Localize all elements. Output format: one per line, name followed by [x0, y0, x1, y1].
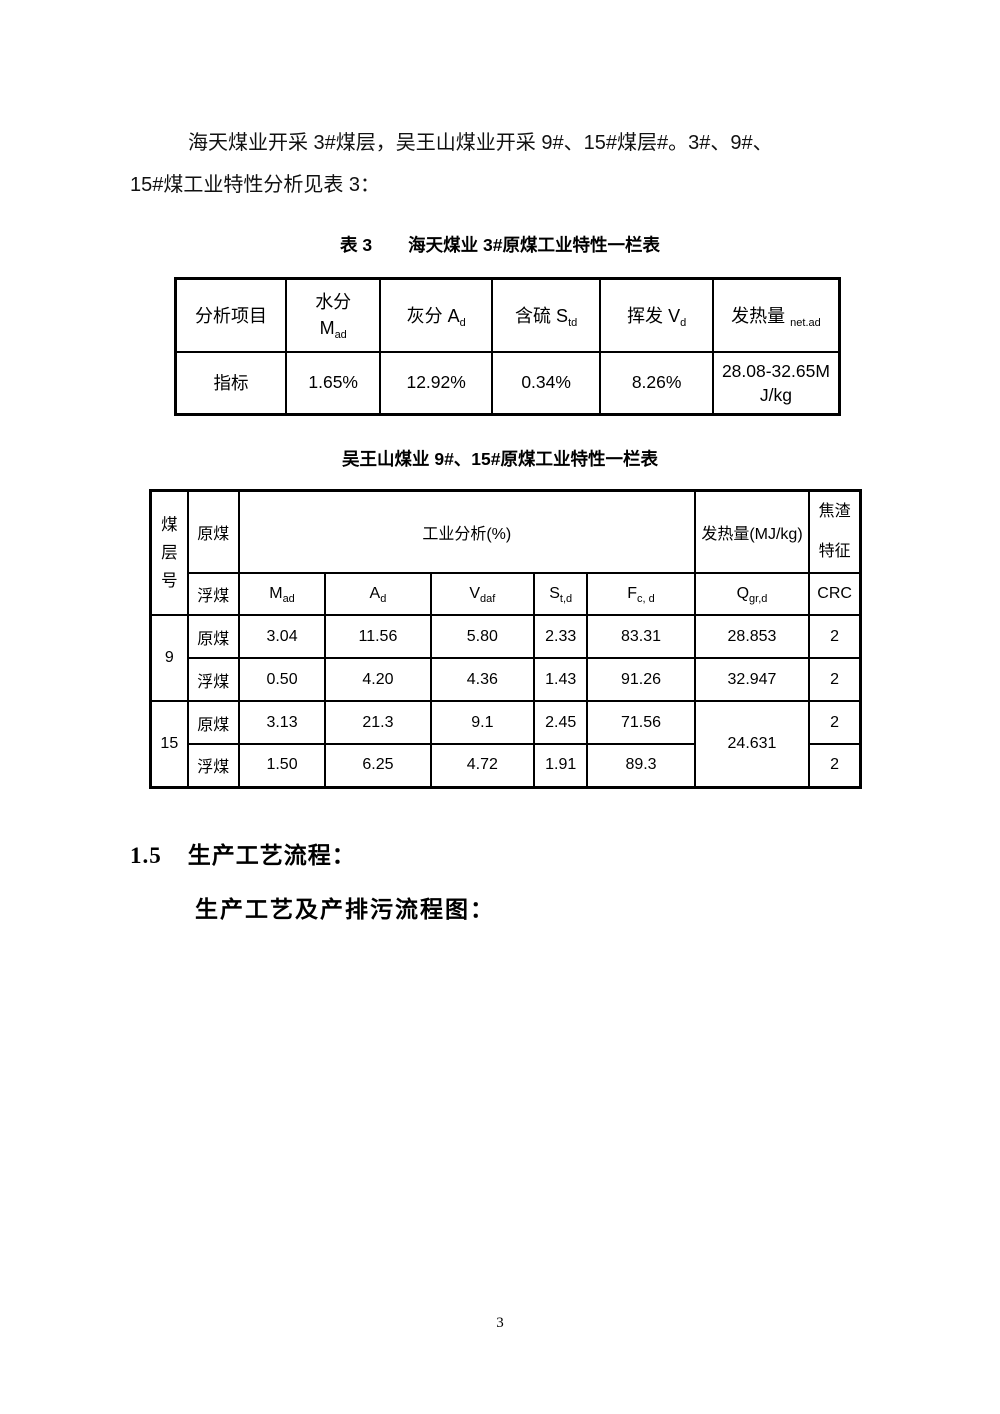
- table3-value-ash: 12.92%: [379, 350, 493, 416]
- table3-label: 表 3: [340, 235, 373, 255]
- table4-cell: 1.43: [533, 657, 589, 702]
- table4-cell: 91.26: [586, 657, 696, 702]
- table4-header-row-2: 浮煤 Mad Ad Vdaf St,d Fc, d Qgr,d CRC: [151, 572, 862, 616]
- table4-cell: 89.3: [586, 743, 696, 788]
- table4-header-analysis: 工业分析(%): [237, 489, 696, 574]
- table4-cell: 9.1: [429, 700, 536, 745]
- table4-col-crc: CRC: [808, 572, 862, 616]
- section-heading: 1.5 生产工艺流程：: [130, 841, 870, 871]
- table4-cell: 4.72: [429, 743, 536, 788]
- table4-cell: 1.91: [533, 743, 589, 788]
- table3-value-volatile: 8.26%: [599, 350, 714, 416]
- table4-type-cell: 原煤: [186, 614, 240, 659]
- table4-header-raw-coal: 原煤: [186, 489, 240, 574]
- table4-heat-cell-merged: 24.631: [693, 700, 811, 788]
- table4-seam-9: 9: [149, 614, 189, 702]
- table4-cell: 2.45: [533, 700, 589, 745]
- table3-data-row: 指标 1.65% 12.92% 0.34% 8.26% 28.08-32.65M…: [174, 350, 841, 416]
- table3-value-item: 指标: [174, 350, 287, 416]
- table4-col-fcd: Fc, d: [586, 572, 696, 616]
- table4-crc-cell: 2: [808, 743, 862, 788]
- table4-row-9-raw: 9 原煤 3.04 11.56 5.80 2.33 83.31 28.853 2: [149, 614, 862, 702]
- table4-corner-seam-no: 煤 层 号: [149, 489, 189, 616]
- table4-cell: 71.56: [586, 700, 696, 745]
- table3-col-volatile: 挥发 Vd: [599, 277, 714, 353]
- table4-cell: 11.56: [324, 614, 432, 659]
- table3-col-ash: 灰分 Ad: [379, 277, 493, 353]
- table4-seam-15: 15: [149, 700, 189, 788]
- table3-col-moisture: 水分 Mad: [284, 277, 382, 353]
- table4-header-heat: 发热量(MJ/kg): [693, 489, 811, 574]
- table4-heat-cell: 28.853: [693, 614, 811, 659]
- table4-col-ad: Ad: [324, 572, 432, 616]
- table4-cell: 83.31: [586, 614, 696, 659]
- table4-col-mad: Mad: [237, 572, 327, 616]
- table3-header-row: 分析项目 水分 Mad 灰分 Ad 含硫 Std 挥发 Vd 发热量 net.ad: [174, 277, 841, 353]
- table3: 分析项目 水分 Mad 灰分 Ad 含硫 Std 挥发 Vd 发热量 net.ad 指…: [174, 277, 841, 416]
- table4-type-cell: 原煤: [186, 700, 240, 745]
- table3-col-heat: 发热量 net.ad: [711, 277, 841, 353]
- table4-cell: 4.20: [324, 657, 432, 702]
- table4-cell: 3.13: [237, 700, 327, 745]
- table3-title: 表 3 海天煤业 3#原煤工业特性一栏表: [130, 232, 870, 257]
- table3-value-moisture: 1.65%: [284, 350, 382, 416]
- table4-col-vdaf: Vdaf: [429, 572, 536, 616]
- table3-value-heat: 28.08-32.65MJ/kg: [711, 350, 841, 416]
- table3-value-sulfur: 0.34%: [490, 350, 602, 416]
- table4-col-qgrd: Qgr,d: [693, 572, 811, 616]
- table4-title: 吴王山煤业 9#、15#原煤工业特性一栏表: [341, 449, 659, 469]
- intro-paragraph: 海天煤业开采 3#煤层，吴王山煤业开采 9#、15#煤层#。3#、9#、 15#…: [130, 122, 870, 206]
- table4-cell: 2.33: [533, 614, 589, 659]
- table4-header-slag: 焦渣 特征: [808, 489, 862, 574]
- table4-row-9-float: 浮煤 0.50 4.20 4.36 1.43 91.26 32.947 2: [151, 657, 862, 702]
- table4-cell: 4.36: [429, 657, 536, 702]
- table4-col-std: St,d: [533, 572, 589, 616]
- table3-col-sulfur: 含硫 Std: [490, 277, 602, 353]
- section-number: 1.5: [130, 842, 162, 868]
- table4-crc-cell: 2: [808, 657, 862, 702]
- table4: 煤 层 号 原煤 工业分析(%) 发热量(MJ/kg) 焦渣 特征 浮煤 Mad…: [149, 489, 862, 789]
- section-subtitle: 生产工艺及产排污流程图：: [195, 896, 495, 922]
- table4-type-cell: 浮煤: [186, 657, 240, 702]
- table4-cell: 21.3: [324, 700, 432, 745]
- table4-type-cell: 浮煤: [186, 743, 240, 788]
- section-title: 生产工艺流程：: [187, 842, 356, 868]
- table4-row-15-raw: 15 原煤 3.13 21.3 9.1 2.45 71.56 24.631 2: [149, 700, 862, 788]
- table4-heat-cell: 32.947: [693, 657, 811, 702]
- intro-line-2: 15#煤工业特性分析见表 3：: [130, 174, 381, 196]
- table4-row-15-float: 浮煤 1.50 6.25 4.72 1.91 89.3 2: [151, 743, 862, 788]
- page-number: 3: [496, 1315, 504, 1331]
- intro-line-1: 海天煤业开采 3#煤层，吴王山煤业开采 9#、15#煤层#。3#、9#、: [188, 132, 773, 154]
- table4-cell: 5.80: [429, 614, 536, 659]
- table4-header-float-coal: 浮煤: [186, 572, 240, 616]
- table4-cell: 6.25: [324, 743, 432, 788]
- table4-cell: 0.50: [237, 657, 327, 702]
- table3-title-text: 海天煤业 3#原煤工业特性一栏表: [408, 235, 660, 255]
- table4-cell: 3.04: [237, 614, 327, 659]
- table4-cell: 1.50: [237, 743, 327, 788]
- table4-crc-cell: 2: [808, 614, 862, 659]
- table4-crc-cell: 2: [808, 700, 862, 745]
- table4-header-row-1: 煤 层 号 原煤 工业分析(%) 发热量(MJ/kg) 焦渣 特征: [149, 489, 862, 616]
- table3-col-item: 分析项目: [174, 277, 287, 353]
